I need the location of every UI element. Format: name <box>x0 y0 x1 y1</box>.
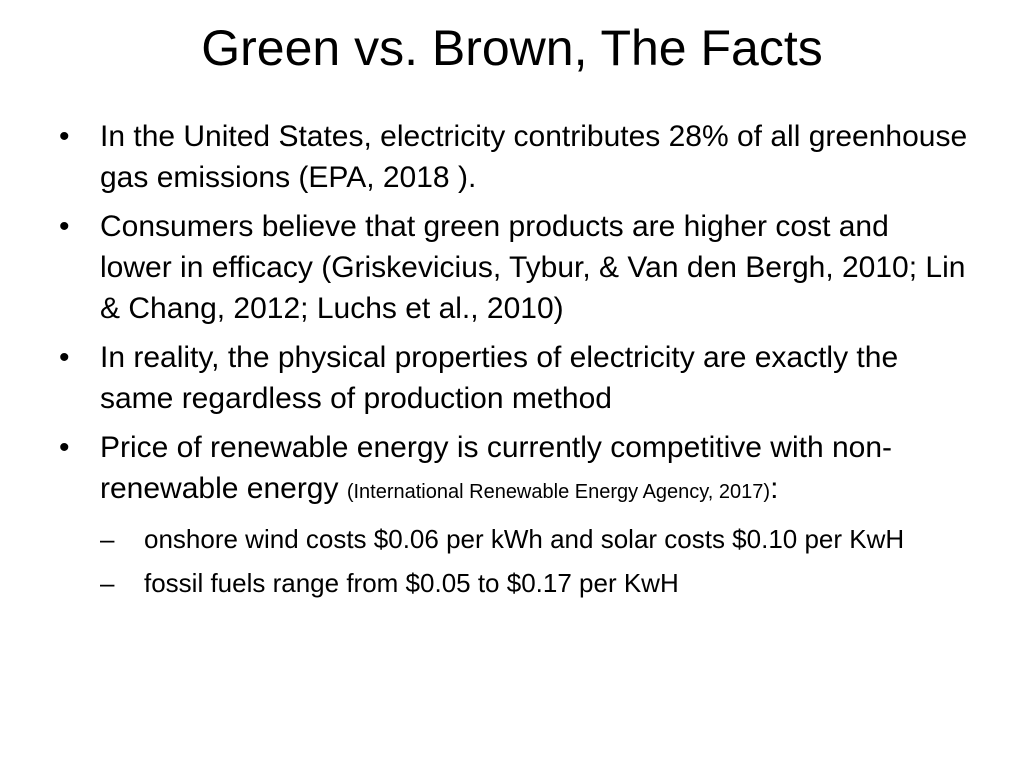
bullet-list: • In the United States, electricity cont… <box>56 116 968 609</box>
sub-bullet-item-fossil-fuels: – fossil fuels range from $0.05 to $0.17… <box>100 565 968 601</box>
bullet-icon: • <box>59 210 70 243</box>
dash-icon: – <box>100 568 115 598</box>
citation-text: (International Renewable Energy Agency, … <box>346 481 771 503</box>
bullet-item-renewable-price: • Price of renewable energy is currently… <box>56 427 968 601</box>
bullet-item-consumer-beliefs: • Consumers believe that green products … <box>56 206 968 329</box>
sub-bullet-text: fossil fuels range from $0.05 to $0.17 p… <box>144 568 679 598</box>
slide-title: Green vs. Brown, The Facts <box>201 20 823 76</box>
sub-bullet-item-wind-solar: – onshore wind costs $0.06 per kWh and s… <box>100 521 968 557</box>
sub-bullet-text: onshore wind costs $0.06 per kWh and sol… <box>144 524 905 554</box>
bullet-icon: • <box>59 341 70 374</box>
bullet-text: In the United States, electricity contri… <box>100 120 968 194</box>
bullet-text: In reality, the physical properties of e… <box>100 341 899 415</box>
bullet-item-physical-properties: • In reality, the physical properties of… <box>56 337 968 419</box>
bullet-item-electricity-emissions: • In the United States, electricity cont… <box>56 116 968 198</box>
bullet-text: Price of renewable energy is currently c… <box>100 431 893 505</box>
bullet-suffix: : <box>770 472 779 505</box>
bullet-icon: • <box>59 120 70 153</box>
sub-bullet-list: – onshore wind costs $0.06 per kWh and s… <box>100 521 968 601</box>
bullet-icon: • <box>59 431 70 464</box>
dash-icon: – <box>100 524 115 554</box>
bullet-text: Consumers believe that green products ar… <box>100 210 966 325</box>
